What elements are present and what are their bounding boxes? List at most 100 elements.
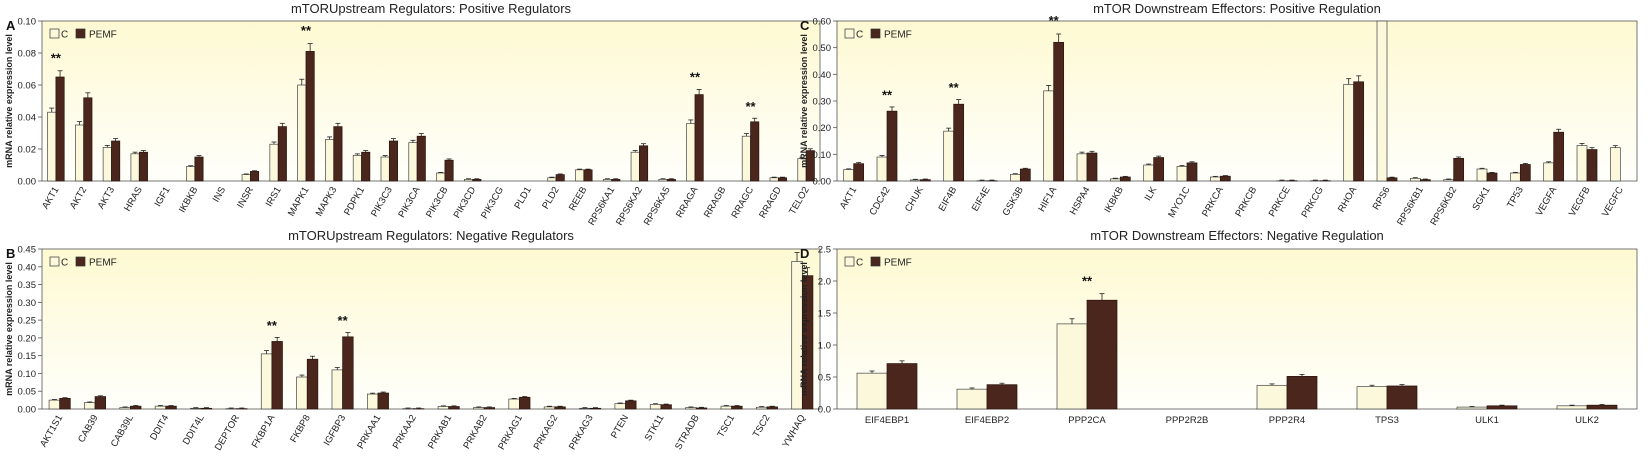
legend-label-c: C [856, 30, 863, 41]
legend-swatch-c [49, 28, 60, 39]
y-tick-label: 0.45 [18, 245, 37, 256]
bar-c-sgk1 [1476, 168, 1488, 182]
x-tick-label: VEGFA [1534, 184, 1560, 218]
y-axis-label: mRNA relative expression level [4, 34, 14, 168]
bar-pemf-pik3c3 [388, 140, 399, 182]
panel-letter: A [6, 18, 16, 33]
bar-c-rps6kb2 [1443, 179, 1455, 182]
x-tick-label: IRS1 [264, 185, 284, 209]
bar-pemf-hif1a [1053, 41, 1065, 182]
x-tick-label: PPP2CA [1068, 415, 1106, 426]
x-tick-label: TSC2 [751, 413, 773, 440]
bar-pemf-myo1c [1186, 162, 1198, 182]
bar-c-ppp2r4 [1256, 384, 1288, 410]
chart-title: mTORUpstream Regulators: Positive Regula… [291, 1, 572, 16]
bar-c-myo1c [1176, 165, 1188, 182]
x-tick-label: PPP2R2B [1166, 415, 1209, 426]
x-tick-label: GSK3B [1001, 185, 1026, 218]
legend-label-pemf: PEMF [89, 258, 117, 269]
bar-pemf-rps6ka5 [666, 179, 676, 182]
y-axis-label: mRNA relative expression level [799, 262, 809, 396]
bar-pemf-rps6ka1 [611, 179, 621, 182]
y-tick-label: 0.06 [18, 81, 37, 92]
x-tick-label: PLD2 [540, 185, 561, 211]
bar-pemf-hras [138, 151, 148, 182]
x-tick-label: STK11 [643, 413, 667, 443]
bar-c-rps6kb1 [1409, 177, 1421, 182]
y-tick-label: 0.50 [813, 43, 832, 54]
bar-c-akt3 [102, 147, 112, 182]
x-tick-label: RRAGB [702, 185, 728, 220]
x-tick-label: IGF1 [153, 185, 173, 209]
bar-c-prkab2 [473, 407, 485, 410]
bar-c-fkbp1a [260, 353, 273, 410]
x-tick-label: STRADB [673, 413, 702, 452]
y-tick-label: 0.40 [18, 262, 37, 273]
plot-area [836, 248, 1638, 410]
bar-c-vegfa [1543, 162, 1555, 182]
y-tick-label: 0.04 [18, 113, 37, 124]
legend-swatch-c [844, 256, 855, 267]
legend-swatch-c [844, 28, 855, 39]
x-tick-label: IKBKB [1102, 185, 1126, 215]
significance-marker: ** [690, 70, 701, 85]
bar-c-prkag1 [508, 398, 520, 410]
bar-pemf-reeb [583, 169, 593, 182]
x-tick-label: PIK3CA [396, 184, 423, 219]
bar-pemf-akt2 [83, 97, 93, 182]
x-tick-label: EIF4E [970, 185, 993, 213]
bar-pemf-rps6kb2 [1453, 157, 1465, 182]
bar-c-rragc [741, 135, 751, 182]
bar-pemf-eif4b [953, 103, 965, 182]
bar-pemf-prkag1 [519, 396, 531, 410]
y-tick-label: 0.00 [18, 405, 37, 416]
bar-c-pik3c3 [380, 156, 390, 182]
x-tick-label: PRKAB1 [426, 413, 454, 451]
y-axis-label: mRNA relative expression level [4, 262, 14, 396]
bar-c-pik3cd [463, 179, 474, 182]
x-tick-label: PRKAA2 [391, 413, 419, 451]
y-tick-label: 0.60 [813, 17, 832, 28]
bar-pemf-rps6kb1 [1419, 179, 1431, 182]
x-tick-label: VEGFC [1600, 185, 1626, 219]
bar-c-vegfb [1576, 145, 1588, 182]
bar-pemf-rragc [750, 121, 760, 182]
legend-label-pemf: PEMF [884, 258, 912, 269]
bar-pemf-ikbkb [1119, 176, 1131, 182]
x-tick-label: AKT1 [838, 185, 859, 211]
x-tick-label: PRKCB [1233, 185, 1259, 219]
x-tick-label: RHOA [1336, 184, 1360, 214]
bar-pemf-ilk [1153, 157, 1165, 182]
significance-marker: ** [745, 99, 756, 114]
x-tick-label: PRKAG1 [496, 413, 525, 452]
bar-c-akt1s1 [48, 399, 61, 410]
bar-pemf-akt1s1 [59, 397, 71, 410]
x-tick-label: IKBKB [177, 185, 201, 215]
bar-pemf-hspa4 [1086, 152, 1098, 182]
bar-pemf-akt3 [111, 140, 121, 182]
y-tick-label: 0.02 [18, 145, 37, 156]
y-tick-label: 0.5 [818, 373, 831, 384]
legend: C PEMF [844, 256, 912, 269]
x-tick-label: PRKAG3 [567, 413, 596, 452]
bar-c-rhoa [1343, 84, 1355, 182]
bar-c-ikbkb [186, 166, 196, 182]
x-tick-label: AKT3 [96, 185, 117, 211]
x-tick-label: PRKCG [1300, 185, 1326, 220]
x-tick-label: TELO2 [787, 185, 812, 217]
plot-area [836, 20, 1638, 182]
x-tick-label: PRKCE [1267, 185, 1293, 219]
x-tick-label: PRKCA [1200, 184, 1226, 218]
x-tick-label: TPS3 [1375, 415, 1399, 426]
x-tick-label: MYO1C [1166, 185, 1192, 220]
bar-pemf-ddit4l [200, 407, 213, 410]
bar-c-akt2 [74, 124, 85, 182]
bar-pemf-prkag2 [554, 406, 566, 410]
legend: C PEMF [844, 28, 912, 41]
bar-c-prkab1 [437, 406, 450, 410]
x-tick-label: EIF4EBP2 [965, 415, 1009, 426]
y-tick-label: 0.10 [18, 17, 37, 28]
x-tick-label: INSR [235, 185, 256, 210]
x-tick-label: TSC1 [716, 413, 738, 440]
